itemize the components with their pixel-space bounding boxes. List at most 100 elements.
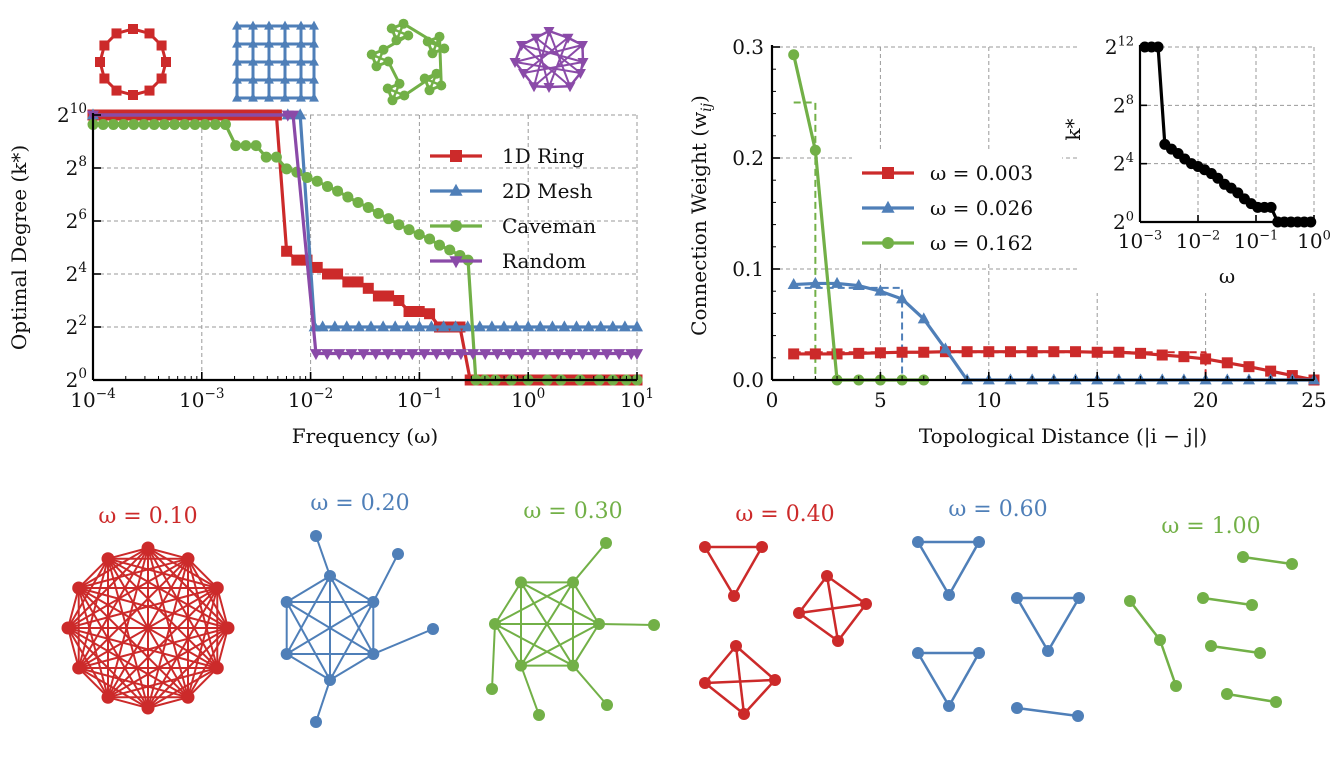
graph-edge <box>147 547 189 698</box>
mesh-node <box>248 38 258 48</box>
graph-edge <box>107 547 149 560</box>
data-point <box>357 349 370 361</box>
graph-omega-030 <box>486 537 660 721</box>
graph-edge <box>286 601 374 655</box>
step-reference-1 <box>793 286 904 380</box>
tick-exponent: −3 <box>205 386 225 402</box>
graph-edge <box>572 542 607 584</box>
bottom-graphs: ω = 0.10 ω = 0.20 ω = 0.30 ω = 0.40 ω = 0.60… <box>61 491 1298 728</box>
inset-background <box>1080 33 1330 293</box>
graph-edge <box>372 628 434 655</box>
graph-node <box>427 623 439 635</box>
graph-node <box>821 570 833 582</box>
data-point <box>564 349 577 361</box>
tick-exponent: 2 <box>78 313 87 329</box>
data-point <box>552 349 565 361</box>
y-tick-label: 22 <box>66 313 87 339</box>
tick-exponent: 12 <box>1118 34 1134 49</box>
graph-edge <box>147 587 219 709</box>
mesh-node <box>280 74 290 84</box>
data-point <box>606 320 619 332</box>
graph-node <box>1011 592 1023 604</box>
data-point <box>497 320 511 332</box>
random-edge <box>548 84 571 89</box>
graph-edge <box>67 587 80 629</box>
data-point <box>485 320 498 332</box>
graph-edge <box>315 679 331 723</box>
graph-node <box>1170 680 1182 692</box>
tick-exponent: 6 <box>78 207 87 223</box>
graph-node <box>210 581 224 595</box>
random-node <box>562 33 574 44</box>
y-tick-label: 0.2 <box>732 146 764 170</box>
data-point <box>372 290 384 302</box>
graph-node <box>324 674 336 686</box>
caveman-node <box>399 90 410 101</box>
y-tick-label: 20 <box>66 366 87 392</box>
data-point <box>1156 349 1168 361</box>
graph-edge <box>107 557 218 589</box>
graph-edge <box>286 653 331 681</box>
data-point <box>97 118 109 130</box>
random-node <box>516 41 528 51</box>
data-point <box>570 320 583 332</box>
data-point <box>809 348 821 360</box>
x-axis-label: Topological Distance (|i − j|) <box>919 424 1207 449</box>
graph-edge <box>372 553 399 603</box>
data-point <box>1070 346 1082 358</box>
data-point <box>618 320 631 332</box>
graph-node <box>1221 688 1233 700</box>
graph-edge <box>735 645 776 681</box>
tick-exponent: 1 <box>645 386 654 402</box>
mesh-node <box>232 20 242 30</box>
graph-node <box>101 690 115 704</box>
data-point <box>454 349 468 361</box>
data-point <box>809 144 821 156</box>
graph-edge <box>147 547 189 560</box>
graph-node <box>1072 710 1084 722</box>
data-point <box>158 118 170 130</box>
data-point <box>788 49 800 61</box>
graph-edge <box>78 547 149 589</box>
graph-edge <box>315 535 331 577</box>
caveman-node <box>422 36 433 47</box>
graph-edge <box>286 575 331 603</box>
graph-edge <box>491 623 496 690</box>
graph-edge <box>494 581 574 625</box>
data-point <box>209 118 221 130</box>
data-point <box>389 320 402 332</box>
graph-edge <box>520 665 540 716</box>
graph-edge <box>187 667 218 698</box>
graph-node <box>567 576 579 589</box>
mesh-node <box>264 74 274 84</box>
tick-exponent: 4 <box>1126 151 1134 166</box>
data-point <box>437 320 450 332</box>
tick-exponent: −1 <box>422 386 442 402</box>
graph-node <box>1246 599 1258 611</box>
graph-edge <box>147 558 189 709</box>
data-point <box>240 140 252 152</box>
graph-edge <box>732 546 764 597</box>
graph-node <box>730 640 742 652</box>
caveman-node <box>419 73 430 84</box>
data-point <box>425 320 438 332</box>
data-point <box>918 346 930 358</box>
mesh-node <box>232 92 242 102</box>
random-node <box>543 83 555 93</box>
data-point <box>466 349 480 361</box>
x-tick-label: 10−3 <box>1118 228 1162 253</box>
x-axis-label: Frequency (ω) <box>292 424 438 448</box>
tick-base: 2 <box>66 315 79 339</box>
data-point <box>372 207 384 219</box>
data-point <box>852 279 865 291</box>
graph-edge <box>78 587 189 698</box>
mesh-node <box>264 20 274 30</box>
graph-edge <box>572 623 600 667</box>
data-point <box>1113 346 1125 358</box>
data-point <box>332 268 344 280</box>
graph-label: ω = 1.00 <box>1161 514 1260 539</box>
data-point <box>853 347 865 359</box>
data-point <box>424 308 436 320</box>
tick-base: 10 <box>179 388 204 412</box>
